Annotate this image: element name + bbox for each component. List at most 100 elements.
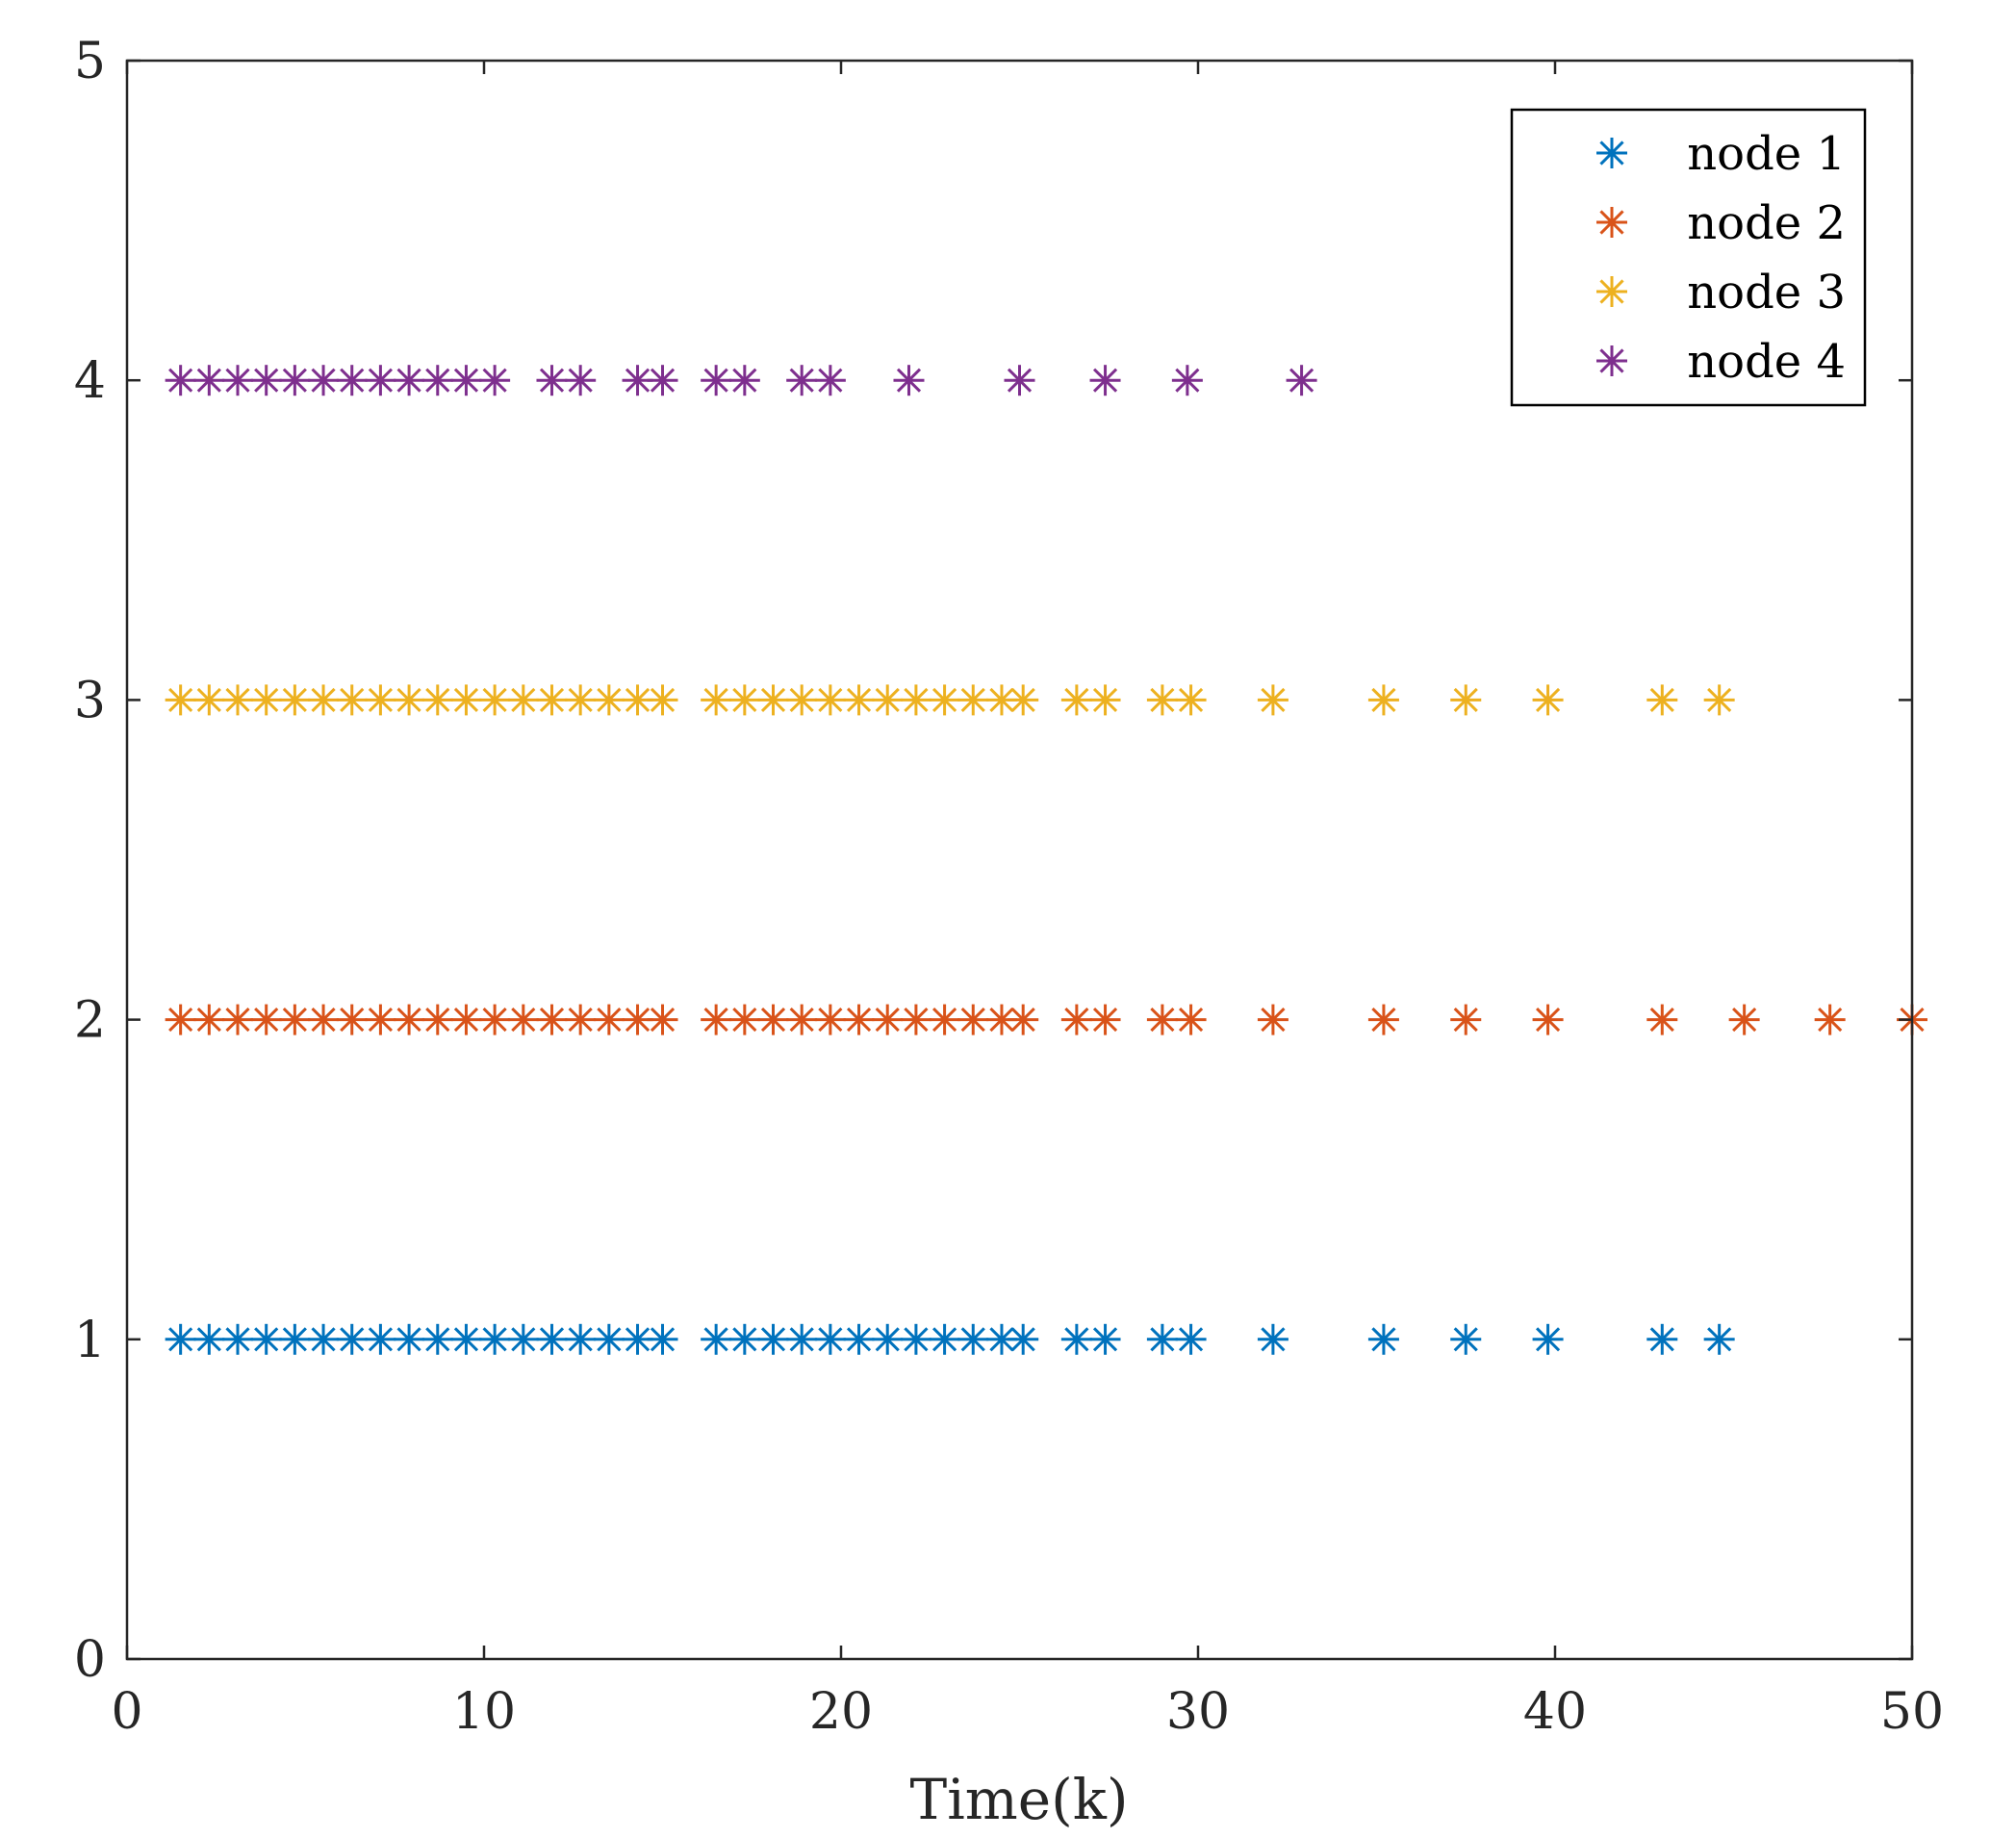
legend-marker-icon	[1596, 345, 1627, 376]
data-point	[1060, 1323, 1092, 1355]
data-point	[622, 684, 653, 716]
data-point	[843, 1323, 875, 1355]
data-point	[728, 684, 760, 716]
data-point	[872, 1004, 904, 1035]
data-point	[900, 1323, 931, 1355]
data-point	[1367, 1004, 1399, 1035]
data-point	[222, 1323, 254, 1355]
data-point	[1367, 684, 1399, 716]
legend-item: node 1	[1596, 127, 1846, 181]
data-point	[308, 1323, 340, 1355]
data-point	[421, 365, 453, 396]
data-point	[757, 1004, 789, 1035]
data-point	[647, 1004, 678, 1035]
data-point	[536, 684, 568, 716]
data-point	[593, 684, 625, 716]
data-point	[1703, 1323, 1735, 1355]
x-tick-label: 40	[1523, 1683, 1587, 1741]
data-point	[929, 1004, 960, 1035]
y-tick-label: 2	[74, 992, 106, 1050]
data-point	[1089, 365, 1121, 396]
data-point	[1367, 1323, 1399, 1355]
data-point	[701, 1004, 732, 1035]
data-point	[1089, 1323, 1121, 1355]
data-point	[250, 684, 282, 716]
data-point	[165, 365, 196, 396]
data-point	[647, 684, 678, 716]
data-point	[365, 1004, 396, 1035]
data-point	[222, 684, 254, 716]
data-point	[279, 684, 311, 716]
data-point	[421, 684, 453, 716]
data-point	[1646, 1323, 1678, 1355]
y-tick-label: 5	[74, 33, 106, 90]
data-point	[1146, 1323, 1178, 1355]
data-point	[394, 684, 425, 716]
legend-item: node 2	[1596, 196, 1846, 250]
series-node-3	[165, 684, 1735, 716]
legend-item: node 4	[1596, 335, 1846, 389]
data-point	[222, 1004, 254, 1035]
data-point	[957, 1004, 989, 1035]
data-point	[1450, 684, 1482, 716]
data-point	[565, 1323, 597, 1355]
legend-label: node 3	[1687, 266, 1846, 319]
data-point	[814, 365, 846, 396]
x-tick-label: 10	[452, 1683, 516, 1741]
y-tick-label: 1	[74, 1312, 106, 1369]
data-point	[957, 1323, 989, 1355]
data-point	[336, 1323, 368, 1355]
data-point	[308, 1004, 340, 1035]
x-axis-label: Time(k)	[910, 1767, 1129, 1832]
data-point	[647, 365, 678, 396]
data-point	[647, 1323, 678, 1355]
data-point	[1175, 684, 1207, 716]
data-point	[507, 1323, 539, 1355]
data-point	[1175, 1004, 1207, 1035]
data-point	[165, 1323, 196, 1355]
data-point	[757, 684, 789, 716]
data-point	[1089, 684, 1121, 716]
data-point	[394, 1004, 425, 1035]
data-point	[1004, 365, 1035, 396]
data-point	[872, 1323, 904, 1355]
data-point	[450, 1323, 482, 1355]
y-tick-label: 3	[74, 672, 106, 729]
data-point	[1146, 1004, 1178, 1035]
y-tick-label: 0	[74, 1631, 106, 1689]
data-point	[593, 1004, 625, 1035]
legend-label: node 2	[1687, 196, 1846, 250]
data-point	[308, 684, 340, 716]
x-tick-label: 30	[1166, 1683, 1230, 1741]
data-point	[479, 365, 511, 396]
data-point	[1171, 365, 1203, 396]
data-point	[536, 1004, 568, 1035]
data-point	[250, 1323, 282, 1355]
data-point	[365, 1323, 396, 1355]
legend-marker-icon	[1596, 207, 1627, 238]
data-point	[394, 1323, 425, 1355]
data-point	[250, 365, 282, 396]
legend-marker-icon	[1596, 138, 1627, 168]
data-point	[728, 1323, 760, 1355]
legend: node 1 node 2 node 3 node 4	[1510, 108, 1867, 407]
data-point	[814, 1004, 846, 1035]
data-point	[450, 1004, 482, 1035]
data-point	[929, 684, 960, 716]
data-point	[222, 365, 254, 396]
x-tick-label: 20	[809, 1683, 873, 1741]
data-point	[1175, 1323, 1207, 1355]
data-point	[479, 684, 511, 716]
data-point	[165, 1004, 196, 1035]
data-point	[929, 1323, 960, 1355]
data-point	[394, 365, 425, 396]
data-point	[336, 365, 368, 396]
data-point	[728, 365, 760, 396]
data-point	[786, 365, 818, 396]
data-point	[365, 365, 396, 396]
data-point	[893, 365, 925, 396]
data-point	[622, 1323, 653, 1355]
data-point	[1257, 684, 1289, 716]
plot-marks	[165, 365, 1927, 1355]
